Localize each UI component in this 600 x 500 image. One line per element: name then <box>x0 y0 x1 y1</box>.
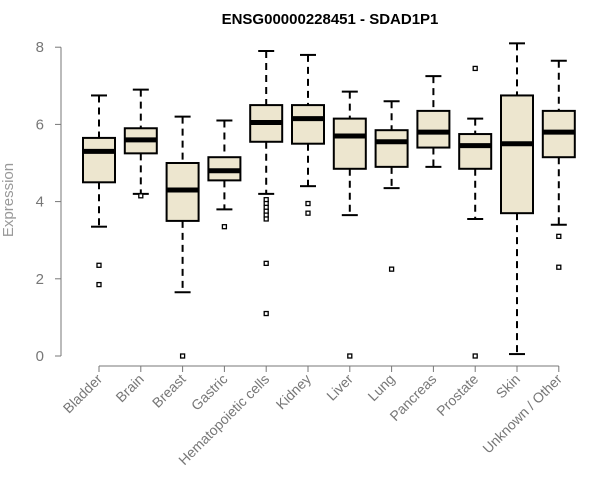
box-group <box>207 119 242 230</box>
outlier-point <box>221 224 228 230</box>
x-tick-label: Liver <box>323 371 356 404</box>
box-group <box>123 88 158 199</box>
box-group <box>374 100 409 272</box>
outlier-point <box>472 65 478 72</box>
x-tick-label: Skin <box>493 371 524 402</box>
outlier-point <box>556 233 562 239</box>
box-group <box>291 53 325 216</box>
box-group <box>165 115 200 359</box>
x-tick-label: Kidney <box>273 371 315 413</box>
box-group <box>249 50 284 317</box>
y-tick-label: 8 <box>36 39 44 56</box>
outlier-point <box>472 353 478 359</box>
outlier-point <box>305 210 311 216</box>
box <box>332 117 367 170</box>
y-axis-label: Expression <box>0 163 17 237</box>
outlier-point <box>305 200 311 207</box>
box-group <box>500 42 534 356</box>
outlier-point <box>96 281 102 288</box>
outlier-point <box>388 266 395 272</box>
box-group <box>458 65 493 359</box>
outlier-point <box>138 193 144 199</box>
outlier-point <box>556 264 562 270</box>
box-group <box>416 75 451 168</box>
x-tick-label: Lung <box>364 371 397 404</box>
box-group <box>82 94 116 288</box>
x-tick-label: Prostate <box>433 371 481 419</box>
box <box>416 109 451 149</box>
y-axis: 0 2 4 6 8 <box>36 39 62 365</box>
box <box>374 129 409 168</box>
box <box>82 136 116 184</box>
outlier-point <box>263 310 269 317</box>
outlier-point <box>179 353 186 359</box>
outlier-point <box>347 353 353 359</box>
y-tick-label: 4 <box>36 194 44 211</box>
x-tick-label: Breast <box>149 371 189 411</box>
x-tick-label: Unknown / Other <box>479 371 565 457</box>
box <box>291 104 325 145</box>
y-tick-label: 6 <box>36 116 44 133</box>
box <box>500 94 534 215</box>
y-tick-label: 0 <box>36 348 44 365</box>
box-group <box>332 90 367 359</box>
boxes <box>82 42 576 359</box>
chart-title: ENSG00000228451 - SDAD1P1 <box>222 11 439 28</box>
x-tick-label: Bladder <box>60 371 106 417</box>
x-tick-label: Brain <box>112 371 146 405</box>
y-tick-label: 2 <box>36 271 44 288</box>
outlier-point <box>263 216 269 222</box>
outlier-point <box>263 260 269 267</box>
box-group <box>541 59 576 270</box>
outlier-point <box>96 262 102 268</box>
box <box>458 133 493 170</box>
